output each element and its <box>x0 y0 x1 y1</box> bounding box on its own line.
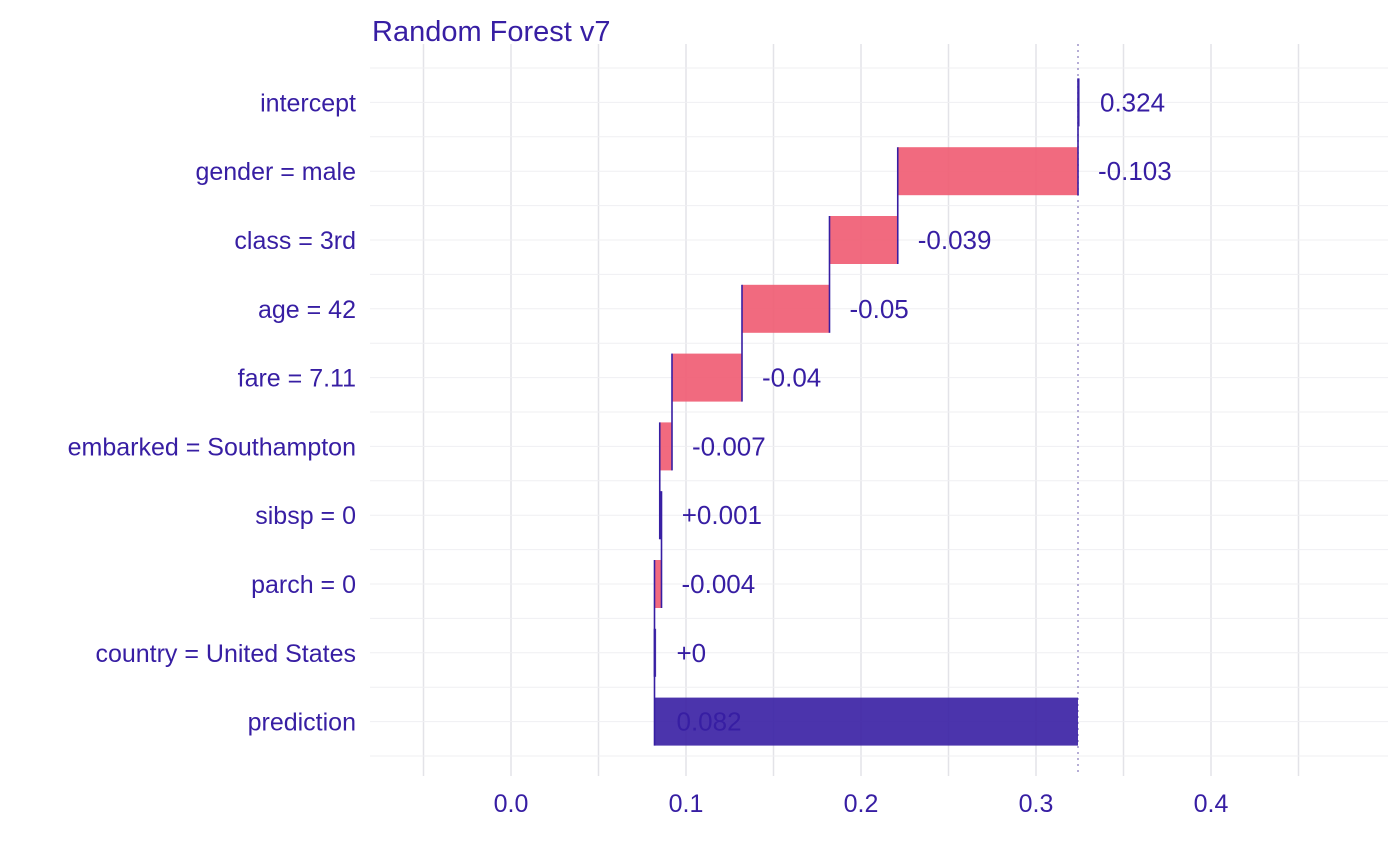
category-label: fare = 7.11 <box>238 365 356 393</box>
data-labels: 0.324 -0.103 -0.039 -0.05 -0.04 -0.007 +0.001 -… <box>677 87 1172 736</box>
category-label: gender = male <box>195 158 356 186</box>
contribution-bar <box>897 147 1078 196</box>
x-tick-label: 0.3 <box>1019 790 1054 818</box>
data-label: 0.082 <box>677 707 742 737</box>
category-labels: intercept gender = male class = 3rd age = 4… <box>68 89 356 736</box>
data-label: +0 <box>677 638 707 668</box>
bars <box>654 78 1080 746</box>
category-label: age = 42 <box>258 296 356 324</box>
category-label: prediction <box>248 709 356 737</box>
x-tick-label: 0.2 <box>844 790 879 818</box>
category-label: parch = 0 <box>251 571 356 599</box>
category-label: embarked = Southampton <box>68 433 356 461</box>
contribution-bar <box>829 216 898 264</box>
contribution-bar <box>659 422 672 471</box>
category-label: intercept <box>260 89 356 117</box>
contribution-bar <box>654 560 662 608</box>
grid-lines <box>370 44 1388 776</box>
contribution-bar <box>742 284 830 333</box>
data-label: -0.05 <box>850 294 909 324</box>
data-label: +0.001 <box>682 500 762 530</box>
data-label: -0.007 <box>692 431 766 461</box>
category-label: sibsp = 0 <box>255 502 356 530</box>
x-tick-label: 0.1 <box>669 790 704 818</box>
contribution-bar <box>659 491 662 540</box>
contribution-bar <box>672 353 742 402</box>
intercept-bar <box>1078 78 1080 127</box>
prediction-bar <box>654 697 1078 746</box>
category-label: class = 3rd <box>234 227 356 255</box>
category-label: country = United States <box>95 640 356 668</box>
data-label: 0.324 <box>1100 87 1165 117</box>
data-label: -0.004 <box>682 569 756 599</box>
x-tick-label: 0.4 <box>1194 790 1229 818</box>
chart-title: Random Forest v7 <box>372 16 611 48</box>
x-axis-ticks: 0.0 0.1 0.2 0.3 0.4 <box>494 790 1229 818</box>
data-label: -0.04 <box>762 363 821 393</box>
connector-lines <box>653 78 1079 746</box>
data-label: -0.103 <box>1098 156 1172 186</box>
data-label: -0.039 <box>918 225 992 255</box>
x-tick-label: 0.0 <box>494 790 529 818</box>
